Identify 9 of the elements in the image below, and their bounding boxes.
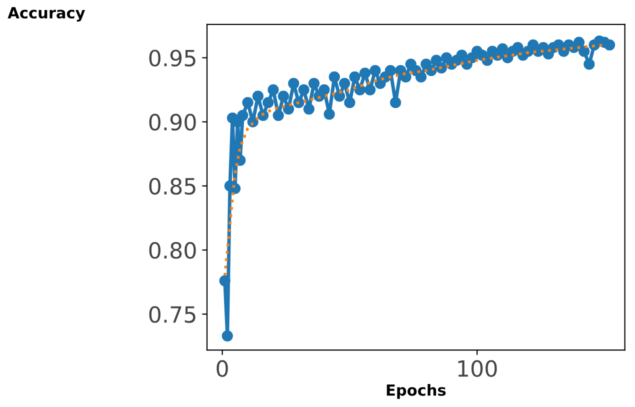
x-axis-title: Epochs <box>386 384 446 399</box>
y-tick-label: 0.95 <box>149 50 196 67</box>
y-tick-label: 0.85 <box>149 178 196 195</box>
y-axis-title: Accuracy <box>8 7 86 22</box>
y-tick-label: 0.80 <box>149 242 196 259</box>
y-tick-label: 0.75 <box>149 306 196 323</box>
x-tick-label: 100 <box>458 360 497 377</box>
x-tick-label: 0 <box>216 360 228 377</box>
y-tick-label: 0.90 <box>149 114 196 131</box>
